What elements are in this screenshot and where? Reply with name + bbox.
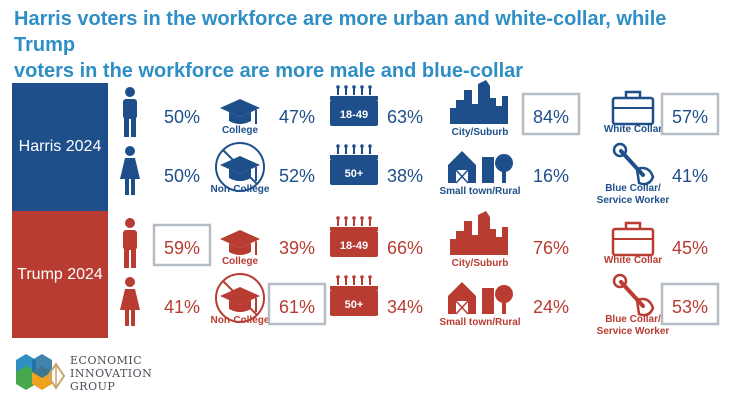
trump-group-label: Trump 2024 — [12, 211, 108, 338]
category-label: Blue Collar/ — [605, 183, 661, 194]
category-label: Non-College — [211, 184, 270, 195]
trump-education-college-cell: College 39% — [220, 230, 315, 267]
value-label: 84% — [533, 107, 569, 127]
category-label: White Collar — [604, 255, 662, 266]
category-label: City/Suburb — [452, 258, 509, 269]
value-label: 16% — [533, 166, 569, 186]
no-graduation-cap-icon — [215, 142, 265, 192]
value-label: 63% — [387, 107, 423, 127]
trump-geography-city-suburb-cell: City/Suburb 76% — [450, 211, 569, 269]
graduation-cap-icon — [220, 230, 260, 255]
harris-age-50-cell: 50+ 38% — [330, 144, 423, 186]
value-label: 34% — [387, 297, 423, 317]
logo-line-3: GROUP — [70, 380, 116, 393]
harris-geography-small-town-rural-cell: Small town/Rural 16% — [439, 151, 569, 197]
trump-occupation-white-collar-cell: White Collar 45% — [604, 221, 708, 266]
value-label: 57% — [672, 107, 708, 127]
trump-age-18-49-cell: 18-49 66% — [330, 216, 423, 258]
category-label: Blue Collar/ — [605, 314, 661, 325]
value-label: 41% — [164, 297, 200, 317]
category-label: White Collar — [604, 124, 662, 135]
value-label: 50% — [164, 107, 200, 127]
trump-age-50-cell: 50+ 34% — [330, 275, 423, 317]
wrench-hand-icon — [612, 142, 655, 186]
trump-gender-female-cell: 41% — [120, 277, 200, 326]
highlight-box — [152, 223, 212, 267]
calendar-icon: 50+ — [330, 144, 378, 185]
economic-innovation-group-logo-icon — [16, 354, 66, 390]
value-label: 41% — [672, 166, 708, 186]
harris-education-college-cell: College 47% — [220, 99, 315, 136]
trump-gender-male-cell: 59% — [123, 218, 212, 268]
calendar-label: 50+ — [345, 168, 364, 180]
value-label: 66% — [387, 238, 423, 258]
barn-tree-icon — [448, 151, 513, 184]
highlight-box — [660, 282, 720, 326]
calendar-icon: 18-49 — [330, 216, 378, 257]
value-label: 52% — [279, 166, 315, 186]
harris-geography-city-suburb-cell: City/Suburb 84% — [450, 80, 581, 138]
value-label: 61% — [279, 297, 315, 317]
briefcase-icon — [611, 221, 655, 257]
logo-line-1: ECONOMIC — [70, 354, 143, 367]
harris-gender-male-cell: 50% — [123, 87, 200, 137]
highlight-box — [660, 92, 720, 136]
category-label: Small town/Rural — [439, 186, 520, 197]
category-label: Service Worker — [597, 195, 670, 206]
calendar-label: 18-49 — [340, 109, 368, 121]
trump-education-non-college-cell: Non-College 61% — [211, 273, 327, 326]
man-icon — [123, 87, 137, 137]
category-label: College — [222, 125, 259, 136]
no-graduation-cap-icon — [215, 273, 265, 323]
category-label: Non-College — [211, 315, 270, 326]
trump-geography-small-town-rural-cell: Small town/Rural 24% — [439, 282, 569, 328]
city-skyline-icon — [450, 211, 508, 255]
category-label: College — [222, 256, 259, 267]
value-label: 38% — [387, 166, 423, 186]
graduation-cap-icon — [220, 99, 260, 124]
calendar-icon: 18-49 — [330, 85, 378, 126]
logo-line-2: INNOVATION — [70, 367, 153, 380]
calendar-label: 18-49 — [340, 240, 368, 252]
wrench-hand-icon — [612, 273, 655, 317]
calendar-icon: 50+ — [330, 275, 378, 316]
value-label: 39% — [279, 238, 315, 258]
harris-education-non-college-cell: Non-College 52% — [211, 142, 315, 195]
harris-gender-female-cell: 50% — [120, 146, 200, 195]
value-label: 24% — [533, 297, 569, 317]
value-label: 53% — [672, 297, 708, 317]
harris-occupation-white-collar-cell: White Collar 57% — [604, 90, 720, 136]
category-label: Service Worker — [597, 326, 670, 337]
category-label: Small town/Rural — [439, 317, 520, 328]
title-line-2: voters in the workforce are more male an… — [14, 60, 524, 82]
highlight-box — [267, 282, 327, 326]
harris-group-label: Harris 2024 — [12, 83, 108, 211]
logo-text: ECONOMIC INNOVATION GROUP — [70, 354, 152, 393]
chart-title: Harris voters in the workforce are more … — [14, 6, 724, 84]
harris-age-18-49-cell: 18-49 63% — [330, 85, 423, 127]
highlight-box — [521, 92, 581, 136]
value-label: 45% — [672, 238, 708, 258]
city-skyline-icon — [450, 80, 508, 124]
briefcase-icon — [611, 90, 655, 126]
calendar-label: 50+ — [345, 299, 364, 311]
value-label: 76% — [533, 238, 569, 258]
value-label: 50% — [164, 166, 200, 186]
man-icon — [123, 218, 137, 268]
value-label: 47% — [279, 107, 315, 127]
barn-tree-icon — [448, 282, 513, 315]
category-label: City/Suburb — [452, 127, 509, 138]
woman-icon — [120, 146, 140, 195]
title-line-1: Harris voters in the workforce are more … — [14, 8, 667, 56]
woman-icon — [120, 277, 140, 326]
value-label: 59% — [164, 238, 200, 258]
